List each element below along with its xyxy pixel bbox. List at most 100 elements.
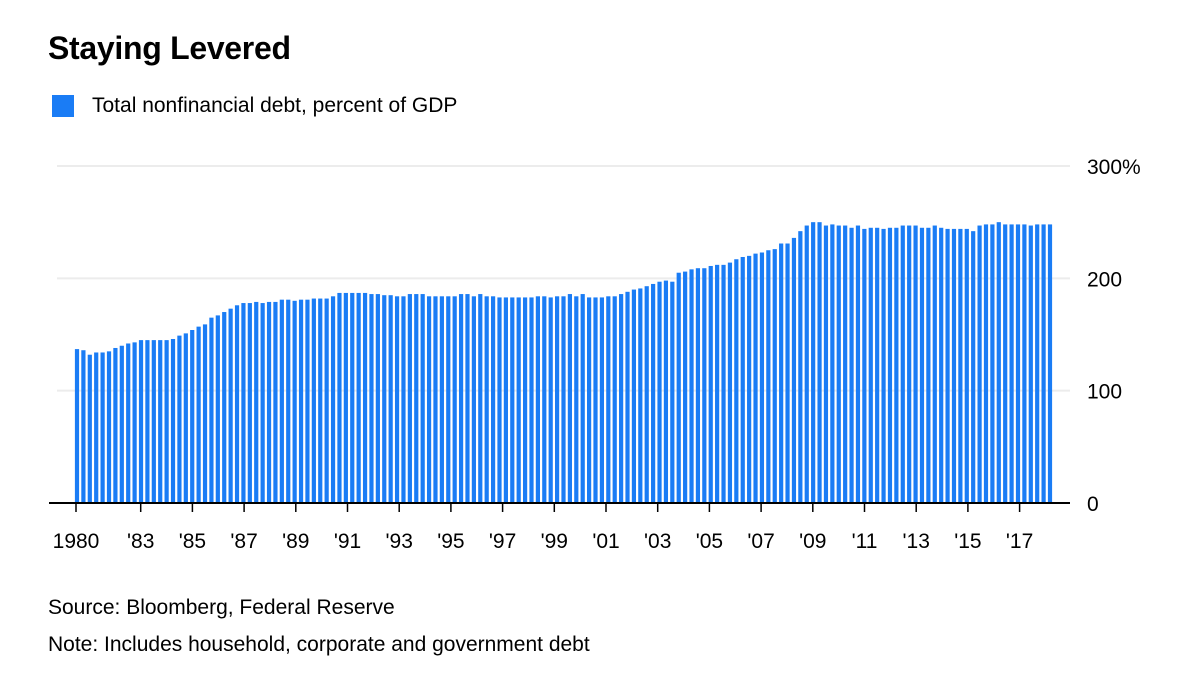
bar bbox=[401, 296, 406, 503]
bar bbox=[881, 228, 886, 503]
bar bbox=[772, 249, 777, 503]
bar bbox=[907, 225, 912, 503]
x-tick-label: '17 bbox=[1006, 530, 1033, 553]
bar bbox=[919, 227, 925, 504]
x-tick-label: 1980 bbox=[53, 530, 100, 553]
bar bbox=[1022, 224, 1027, 503]
bar bbox=[567, 294, 573, 503]
bar bbox=[625, 291, 630, 503]
bar bbox=[132, 342, 137, 503]
bar bbox=[894, 227, 899, 504]
bar bbox=[484, 296, 489, 503]
bar bbox=[119, 345, 124, 503]
bar bbox=[446, 296, 451, 503]
bar bbox=[926, 227, 931, 504]
bar bbox=[497, 297, 502, 503]
bar bbox=[587, 297, 592, 503]
bar bbox=[791, 237, 797, 504]
bar bbox=[958, 228, 963, 503]
bar bbox=[951, 228, 957, 503]
x-tick-label: '11 bbox=[852, 530, 878, 553]
bar bbox=[74, 349, 80, 503]
bar bbox=[817, 222, 822, 503]
bar bbox=[996, 222, 1001, 503]
y-tick-label: 300% bbox=[1087, 156, 1141, 179]
bar bbox=[964, 228, 969, 503]
bar bbox=[478, 294, 483, 503]
y-tick-label: 200 bbox=[1087, 268, 1122, 291]
bar bbox=[766, 250, 771, 503]
bar bbox=[804, 225, 809, 503]
bar bbox=[548, 297, 553, 503]
bar bbox=[503, 297, 508, 503]
bar bbox=[875, 227, 880, 504]
bar bbox=[1047, 224, 1053, 503]
bar bbox=[971, 231, 976, 504]
bar bbox=[458, 294, 464, 503]
bar bbox=[843, 225, 848, 503]
bar bbox=[554, 296, 560, 503]
bar bbox=[298, 299, 304, 503]
bar bbox=[522, 297, 528, 503]
note-text: Note: Includes household, corporate and … bbox=[48, 633, 590, 656]
bar bbox=[177, 335, 182, 503]
bar bbox=[689, 269, 694, 503]
x-tick-label: '95 bbox=[437, 530, 464, 553]
bar bbox=[164, 340, 169, 503]
bar bbox=[1035, 224, 1040, 503]
bar bbox=[337, 292, 342, 503]
bar bbox=[471, 296, 476, 503]
bar bbox=[81, 350, 86, 503]
bar bbox=[631, 289, 637, 503]
bar bbox=[369, 294, 374, 503]
bar bbox=[215, 315, 220, 503]
bar bbox=[862, 228, 867, 503]
bar bbox=[407, 294, 412, 503]
bar bbox=[266, 301, 272, 503]
bar bbox=[286, 299, 291, 503]
bar bbox=[343, 292, 348, 503]
bar bbox=[811, 222, 816, 503]
bar bbox=[305, 299, 310, 503]
bar bbox=[151, 340, 156, 503]
bar bbox=[657, 281, 662, 503]
bar bbox=[983, 224, 989, 503]
bar bbox=[823, 225, 829, 503]
bar bbox=[106, 351, 112, 503]
bar bbox=[900, 225, 905, 503]
bar bbox=[529, 297, 534, 503]
bar bbox=[420, 294, 425, 503]
bar bbox=[375, 294, 380, 503]
bar bbox=[887, 227, 893, 504]
x-tick-label: '83 bbox=[127, 530, 154, 553]
bar bbox=[939, 227, 944, 504]
bar bbox=[734, 259, 739, 503]
bar bbox=[619, 294, 624, 503]
bar bbox=[439, 296, 444, 503]
bar bbox=[209, 317, 214, 503]
bar bbox=[356, 292, 361, 503]
bar bbox=[362, 292, 368, 503]
bar bbox=[747, 255, 752, 503]
x-tick-label: '89 bbox=[282, 530, 309, 553]
bar bbox=[228, 308, 233, 503]
bar bbox=[753, 253, 758, 503]
x-tick-label: '97 bbox=[489, 530, 516, 553]
y-tick-label: 0 bbox=[1087, 493, 1099, 516]
bar bbox=[324, 298, 329, 503]
bar bbox=[663, 280, 669, 503]
bar bbox=[222, 312, 227, 503]
bar bbox=[241, 303, 246, 503]
source-text: Source: Bloomberg, Federal Reserve bbox=[48, 596, 395, 619]
x-tick-label: '07 bbox=[747, 530, 774, 553]
bar bbox=[702, 268, 707, 503]
bar bbox=[490, 296, 496, 503]
bar bbox=[292, 300, 297, 503]
bar bbox=[727, 262, 733, 503]
bar bbox=[606, 296, 611, 503]
bar bbox=[830, 224, 835, 503]
bar bbox=[836, 225, 841, 503]
bar bbox=[1003, 224, 1008, 503]
bar bbox=[683, 271, 688, 503]
